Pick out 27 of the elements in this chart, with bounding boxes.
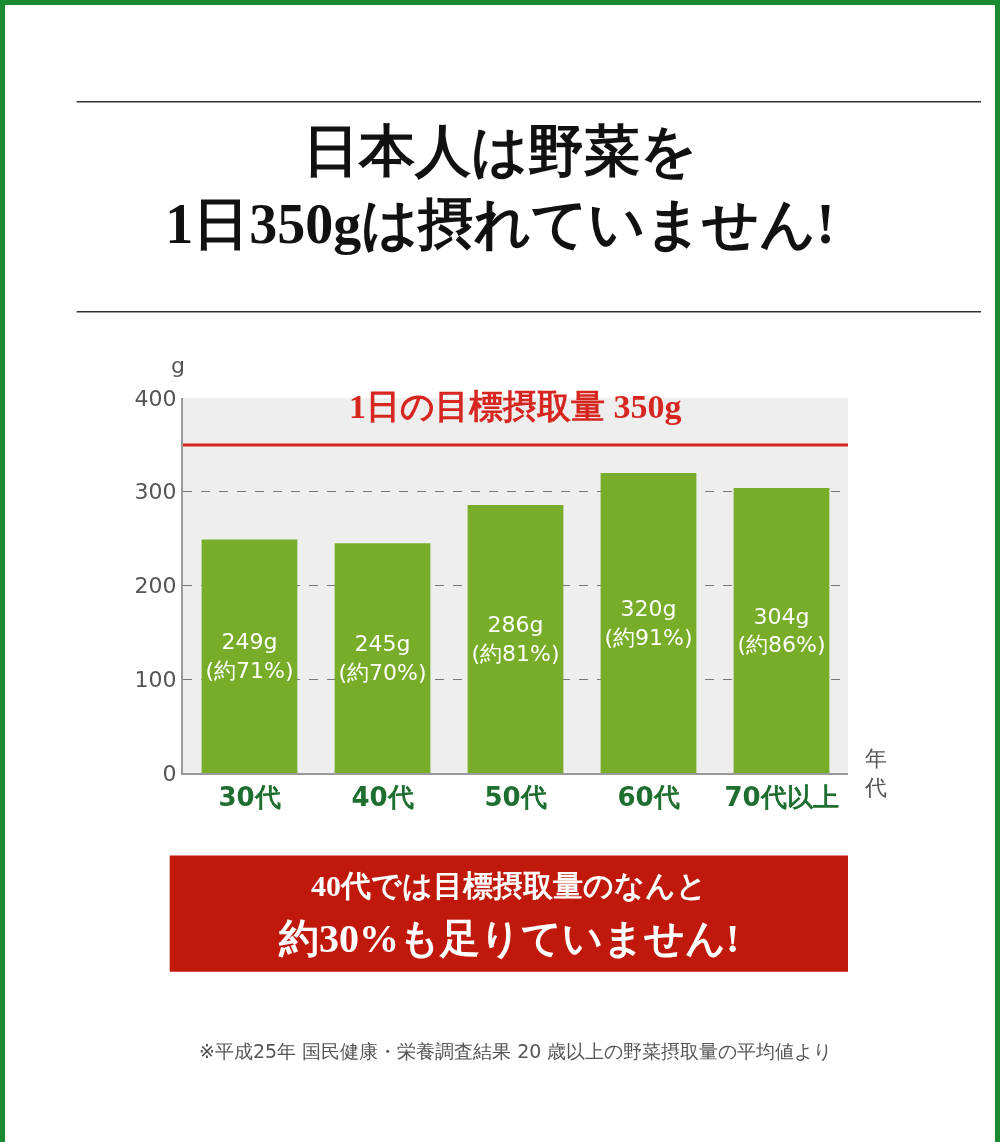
y-tick-label: 100 <box>134 666 177 692</box>
text: 約30%も足りていません! <box>278 916 740 961</box>
ref-line-label: 1日の目標摂取量 350g <box>349 388 682 425</box>
data-label: 320g (約91%) <box>604 596 693 650</box>
x-tick-label: 40代 <box>351 782 414 813</box>
y-tick-label: 0 <box>162 760 177 786</box>
chart-title: 日本人は野菜を 1日350gは摂れていません! <box>165 119 835 255</box>
x-tick-label: 50代 <box>484 782 547 813</box>
text: 40代では目標摂取量のなんと <box>311 869 707 902</box>
data-label: 286g (約81%) <box>471 612 560 666</box>
y-tick-label: 200 <box>134 573 177 599</box>
data-label: 245g (約70%) <box>338 631 427 685</box>
data-label: 249g (約71%) <box>205 629 294 684</box>
text: ※平成25年 国民健康・栄養調査結果 20 歳以上の野菜摂取量の平均値より <box>199 1040 833 1062</box>
x-axis-title: 年代 <box>864 746 887 800</box>
bar <box>467 504 564 773</box>
x-tick-label: 70代以上 <box>724 782 839 813</box>
x-tick-label: 30代 <box>218 782 281 813</box>
y-axis-title: g <box>171 353 185 378</box>
y-tick-label: 400 <box>134 385 177 411</box>
x-tick-label: 60代 <box>617 782 680 813</box>
bar <box>600 473 697 773</box>
bar <box>201 539 298 773</box>
bar <box>334 543 431 773</box>
bar <box>733 488 830 773</box>
data-label: 304g (約86%) <box>737 603 826 658</box>
y-tick-label: 300 <box>134 479 177 505</box>
